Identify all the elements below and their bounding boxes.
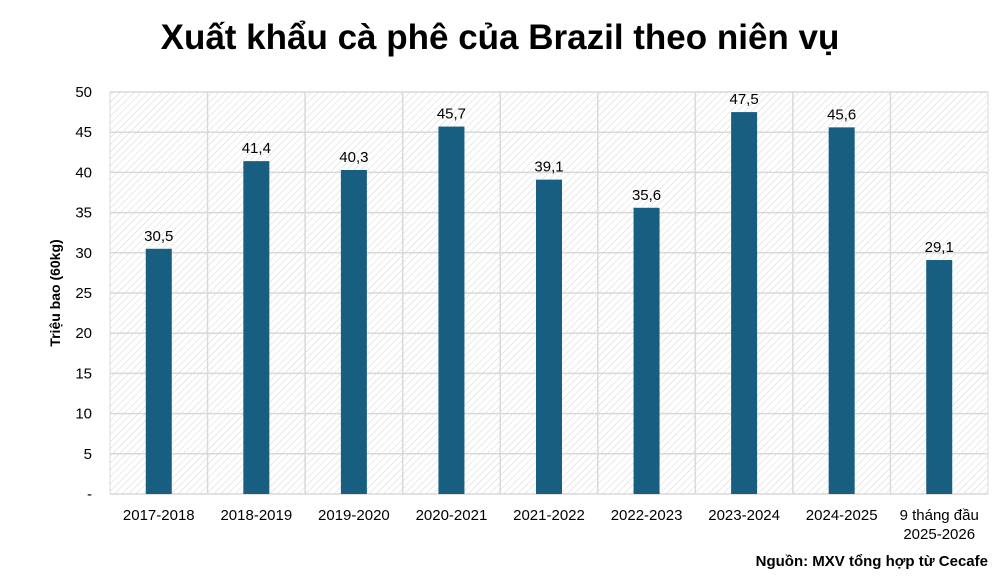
x-tick-label: 2019-2020 (318, 507, 390, 524)
x-tick-label: 2021-2022 (513, 507, 585, 524)
y-tick-label: 20 (75, 325, 92, 342)
bar (340, 169, 367, 494)
y-tick-label: 15 (75, 365, 92, 382)
data-label: 41,4 (242, 140, 271, 157)
x-tick-label: 2024-2025 (806, 507, 878, 524)
bar (926, 260, 953, 494)
y-tick-label: 35 (75, 205, 92, 222)
y-tick-label: - (87, 486, 92, 503)
data-label: 35,6 (632, 187, 661, 204)
data-label: 39,1 (534, 159, 563, 176)
chart-title: Xuất khẩu cà phê của Brazil theo niên vụ (160, 18, 840, 57)
y-tick-label: 45 (75, 124, 92, 141)
x-tick-label: 2018-2019 (220, 507, 292, 524)
bar (438, 126, 465, 495)
bar (536, 179, 562, 495)
y-tick-label: 5 (84, 446, 92, 463)
x-tick-label: 2020-2021 (416, 507, 488, 524)
x-tick-label: 9 tháng đầu 2025-2026 (900, 507, 979, 543)
data-label: 47,5 (730, 91, 759, 108)
bar (731, 112, 758, 494)
data-label: 45,6 (827, 106, 856, 123)
bar (243, 161, 270, 495)
data-label: 45,7 (437, 106, 466, 123)
y-tick-label: 10 (75, 406, 92, 423)
bar (633, 207, 660, 494)
data-label: 30,5 (144, 228, 173, 245)
x-tick-label: 2022-2023 (611, 507, 683, 524)
data-label: 29,1 (925, 239, 954, 256)
y-tick-label: 50 (75, 84, 92, 101)
y-tick-label: 30 (75, 245, 92, 262)
data-label: 40,3 (339, 149, 368, 166)
y-axis-label: Triệu bao (60kg) (47, 239, 63, 346)
x-tick-label: 2017-2018 (123, 507, 195, 524)
y-tick-label: 25 (75, 285, 92, 302)
y-tick-label: 40 (75, 164, 92, 181)
bar (145, 248, 172, 494)
bar (828, 127, 855, 494)
source-note: Nguồn: MXV tổng hợp từ Cecafe (755, 553, 988, 570)
x-tick-label: 2023-2024 (708, 507, 780, 524)
